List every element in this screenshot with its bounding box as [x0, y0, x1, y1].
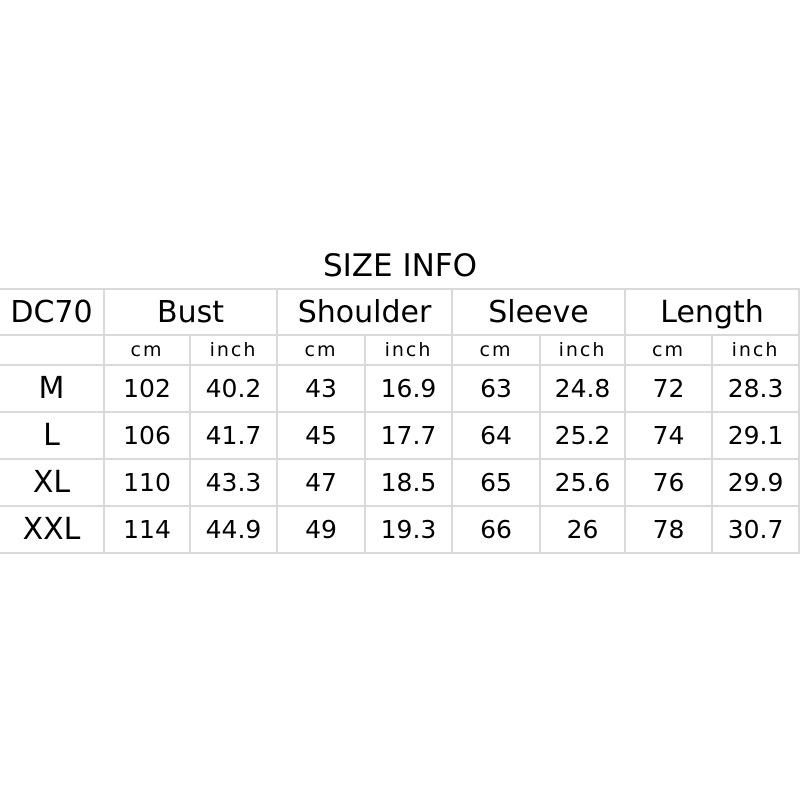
measurement-cell: 26 — [538, 505, 627, 554]
measurement-cell: 18.5 — [364, 458, 453, 507]
table-row: XL 110 43.3 47 18.5 65 25.6 76 29.9 — [0, 458, 800, 507]
unit-cell: inch — [364, 334, 453, 366]
measurement-cell: 65 — [451, 458, 541, 507]
measurement-cell: 30.7 — [711, 505, 800, 554]
measurement-cell: 43 — [276, 364, 366, 413]
measurement-cell: 76 — [624, 458, 714, 507]
measurement-cell: 47 — [276, 458, 366, 507]
measurement-cell: 43.3 — [189, 458, 278, 507]
measurement-cell: 78 — [624, 505, 714, 554]
measurement-cell: 28.3 — [711, 364, 800, 413]
measurement-cell: 49 — [276, 505, 366, 554]
measurement-cell: 106 — [103, 411, 191, 460]
measurement-cell: 29.1 — [711, 411, 800, 460]
measurement-cell: 63 — [451, 364, 541, 413]
measurement-cell: 64 — [451, 411, 541, 460]
table-row: M 102 40.2 43 16.9 63 24.8 72 28.3 — [0, 364, 800, 413]
measurement-cell: 72 — [624, 364, 714, 413]
measurement-cell: 74 — [624, 411, 714, 460]
column-header: Sleeve — [450, 288, 627, 336]
measurement-cell: 25.6 — [538, 458, 627, 507]
measurement-cell: 114 — [103, 505, 191, 554]
measurement-cell: 40.2 — [189, 364, 278, 413]
measurement-cell: 44.9 — [189, 505, 278, 554]
measurement-cell: 41.7 — [189, 411, 278, 460]
unit-cell: cm — [276, 334, 366, 366]
table-row: XXL 114 44.9 49 19.3 66 26 78 30.7 — [0, 505, 800, 554]
measurement-cell: 16.9 — [364, 364, 453, 413]
measurement-cell: 102 — [103, 364, 191, 413]
unit-cell: inch — [189, 334, 278, 366]
table-row: L 106 41.7 45 17.7 64 25.2 74 29.1 — [0, 411, 800, 460]
measurement-cell: 45 — [276, 411, 366, 460]
measurement-cell: 29.9 — [711, 458, 800, 507]
column-header: Bust — [103, 288, 278, 336]
header-row: DC70 Bust Shoulder Sleeve Length — [0, 288, 800, 336]
measurement-cell: 110 — [103, 458, 191, 507]
measurement-cell: 17.7 — [364, 411, 453, 460]
unit-row: cm inch cm inch cm inch cm inch — [0, 334, 800, 366]
size-table: DC70 Bust Shoulder Sleeve Length cm inch… — [0, 288, 800, 554]
size-label: L — [0, 411, 105, 460]
size-label: M — [0, 364, 105, 413]
chart-title: SIZE INFO — [322, 248, 478, 284]
measurement-cell: 25.2 — [538, 411, 627, 460]
unit-cell: cm — [624, 334, 714, 366]
size-label: XL — [0, 458, 105, 507]
unit-cell: inch — [538, 334, 627, 366]
measurement-cell: 19.3 — [364, 505, 453, 554]
column-header: Length — [624, 288, 800, 336]
unit-cell: cm — [103, 334, 191, 366]
size-label: XXL — [0, 505, 105, 554]
unit-cell: inch — [711, 334, 800, 366]
column-header: Shoulder — [276, 288, 453, 336]
unit-cell: cm — [451, 334, 541, 366]
model-cell: DC70 — [0, 288, 105, 336]
empty-cell — [0, 334, 105, 366]
measurement-cell: 24.8 — [538, 364, 627, 413]
measurement-cell: 66 — [451, 505, 541, 554]
